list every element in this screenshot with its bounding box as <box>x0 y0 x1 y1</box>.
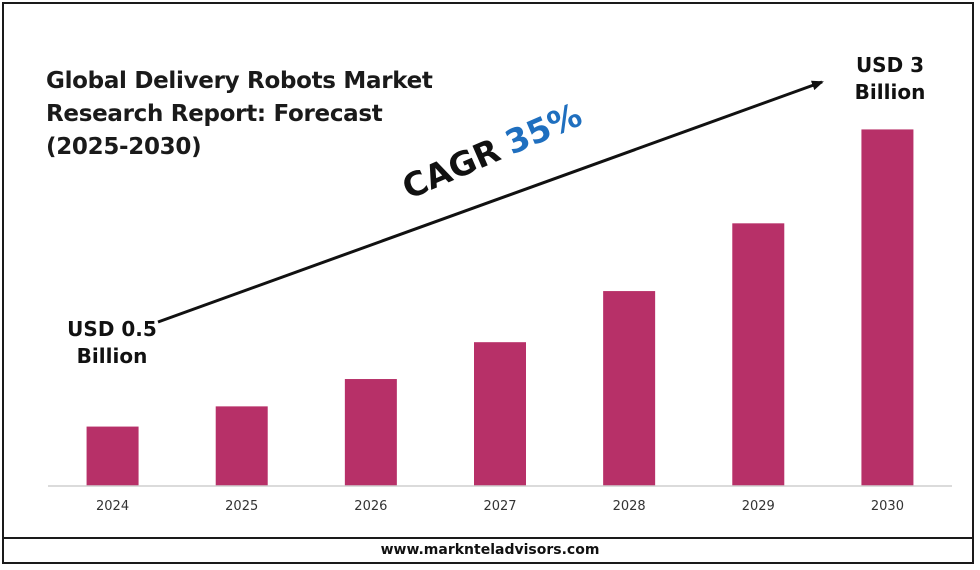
x-tick-label-2026: 2026 <box>354 499 387 514</box>
start-value-label-line-1: USD 0.5 <box>67 317 157 341</box>
chart-title-line-1: Global Delivery Robots Market <box>46 68 433 94</box>
x-tick-label-2024: 2024 <box>96 499 129 514</box>
x-tick-label-2025: 2025 <box>225 499 258 514</box>
x-tick-label-2030: 2030 <box>871 499 904 514</box>
chart-title-line-3: (2025-2030) <box>46 134 202 160</box>
start-value-label: USD 0.5 Billion <box>60 316 164 370</box>
bar-2027 <box>474 342 526 486</box>
end-value-label: USD 3 Billion <box>838 52 942 106</box>
bar-2026 <box>344 379 397 486</box>
footer-band <box>2 537 974 564</box>
bar-2024 <box>86 426 139 486</box>
bar-2025 <box>215 406 268 486</box>
chart-title-line-2: Research Report: Forecast <box>46 101 383 127</box>
bar-2029 <box>732 223 785 486</box>
end-value-label-line-1: USD 3 <box>855 53 925 77</box>
bar-2028 <box>603 291 656 486</box>
start-value-label-line-2: Billion <box>76 344 148 368</box>
footer-website-link[interactable]: www.marknteladvisors.com <box>380 542 600 558</box>
x-tick-label-2027: 2027 <box>483 499 516 514</box>
end-value-label-line-2: Billion <box>854 80 926 104</box>
growth-arrow <box>157 80 824 324</box>
x-tick-label-2028: 2028 <box>613 499 646 514</box>
x-tick-label-2029: 2029 <box>742 499 775 514</box>
x-tick-labels: 2024 2025 2026 2027 2028 2029 2030 <box>96 499 904 514</box>
bars-group <box>86 129 914 486</box>
bar-2030 <box>861 129 914 486</box>
